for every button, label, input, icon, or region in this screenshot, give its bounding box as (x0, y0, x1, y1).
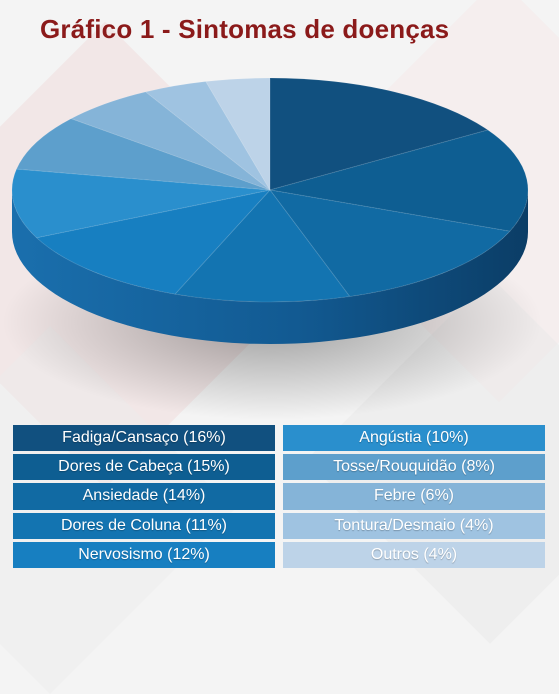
legend-item: Tontura/Desmaio (4%) (283, 512, 545, 539)
chart-title: Gráfico 1 - Sintomas de doenças (40, 14, 450, 44)
legend-item: Tosse/Rouquidão (8%) (283, 454, 545, 481)
pie-slice (269, 77, 490, 191)
pie-slice (35, 189, 272, 295)
pie-slice (174, 189, 351, 303)
legend-item: Ansiedade (14%) (13, 483, 275, 510)
legend-item: Dores de Coluna (11%) (13, 512, 275, 539)
pie-side-wall (12, 190, 528, 344)
pie-slice (268, 189, 511, 298)
legend-item: Nervosismo (12%) (13, 541, 275, 568)
pie-top (11, 77, 529, 303)
pie-slice (11, 168, 271, 239)
pie-slice (205, 77, 271, 192)
legend-item: Outros (4%) (283, 541, 545, 568)
pie-slice (269, 129, 529, 232)
legend: Fadiga/Cansaço (16%) Dores de Cabeça (15%… (13, 425, 545, 568)
pie-side (12, 190, 528, 344)
pie-slice (69, 91, 271, 191)
legend-item: Fadiga/Cansaço (16%) (13, 425, 275, 452)
legend-item: Angústia (10%) (283, 425, 545, 452)
legend-item: Febre (6%) (283, 483, 545, 510)
pie-chart (2, 77, 542, 420)
pie-slice (144, 80, 271, 191)
pie-slice (15, 118, 271, 191)
legend-item: Dores de Cabeça (15%) (13, 454, 275, 481)
